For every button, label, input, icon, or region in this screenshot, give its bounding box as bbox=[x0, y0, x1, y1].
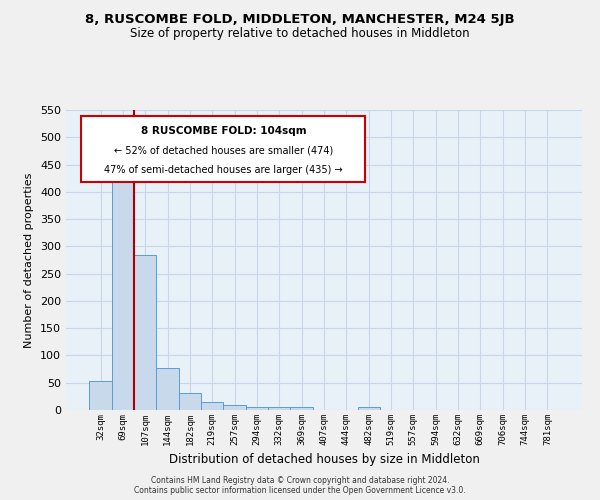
Y-axis label: Number of detached properties: Number of detached properties bbox=[25, 172, 34, 348]
Bar bbox=[290, 408, 313, 410]
Text: 8 RUSCOMBE FOLD: 104sqm: 8 RUSCOMBE FOLD: 104sqm bbox=[140, 126, 306, 136]
Bar bbox=[179, 392, 201, 410]
Text: 8, RUSCOMBE FOLD, MIDDLETON, MANCHESTER, M24 5JB: 8, RUSCOMBE FOLD, MIDDLETON, MANCHESTER,… bbox=[85, 12, 515, 26]
Text: Contains HM Land Registry data © Crown copyright and database right 2024.: Contains HM Land Registry data © Crown c… bbox=[151, 476, 449, 485]
Bar bbox=[358, 408, 380, 410]
X-axis label: Distribution of detached houses by size in Middleton: Distribution of detached houses by size … bbox=[169, 454, 479, 466]
Text: 47% of semi-detached houses are larger (435) →: 47% of semi-detached houses are larger (… bbox=[104, 165, 343, 175]
Bar bbox=[112, 163, 134, 410]
Bar bbox=[201, 402, 223, 410]
Bar bbox=[268, 408, 290, 410]
Text: ← 52% of detached houses are smaller (474): ← 52% of detached houses are smaller (47… bbox=[114, 146, 333, 156]
FancyBboxPatch shape bbox=[82, 116, 365, 182]
Bar bbox=[89, 381, 112, 410]
Bar bbox=[157, 368, 179, 410]
Text: Size of property relative to detached houses in Middleton: Size of property relative to detached ho… bbox=[130, 28, 470, 40]
Bar bbox=[134, 254, 157, 410]
Bar bbox=[246, 406, 268, 410]
Bar bbox=[223, 404, 246, 410]
Text: Contains public sector information licensed under the Open Government Licence v3: Contains public sector information licen… bbox=[134, 486, 466, 495]
